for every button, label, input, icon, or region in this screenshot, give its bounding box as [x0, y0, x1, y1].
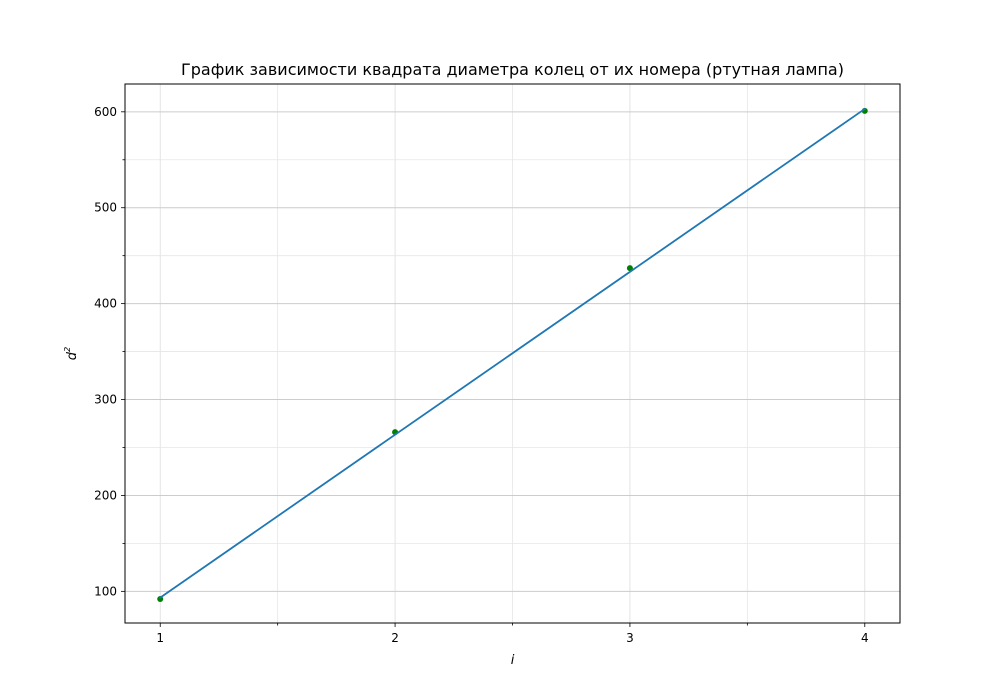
x-tick-label: 4 [861, 631, 869, 645]
x-tick-label: 1 [156, 631, 164, 645]
y-tick-label: 200 [94, 488, 117, 502]
fit-line [159, 108, 866, 599]
ticks: 1 2 3 4 100 200 300 400 500 600 [94, 105, 868, 645]
x-tick-label: 3 [626, 631, 634, 645]
y-tick-label: 500 [94, 201, 117, 215]
chart-title: График зависимости квадрата диаметра кол… [181, 60, 844, 79]
y-axis-label-base: d [65, 351, 80, 360]
y-tick-label: 400 [94, 297, 117, 311]
data-point [626, 265, 633, 272]
y-tick-label: 300 [94, 393, 117, 407]
y-axis-label-superscript: 2 [63, 347, 72, 352]
y-tick-label: 100 [94, 584, 117, 598]
x-axis-label: i [511, 653, 515, 668]
grid [125, 84, 900, 623]
y-tick-label: 600 [94, 105, 117, 119]
series [157, 107, 868, 603]
x-tick-label: 2 [391, 631, 399, 645]
y-axis-label: d2 [63, 347, 80, 360]
